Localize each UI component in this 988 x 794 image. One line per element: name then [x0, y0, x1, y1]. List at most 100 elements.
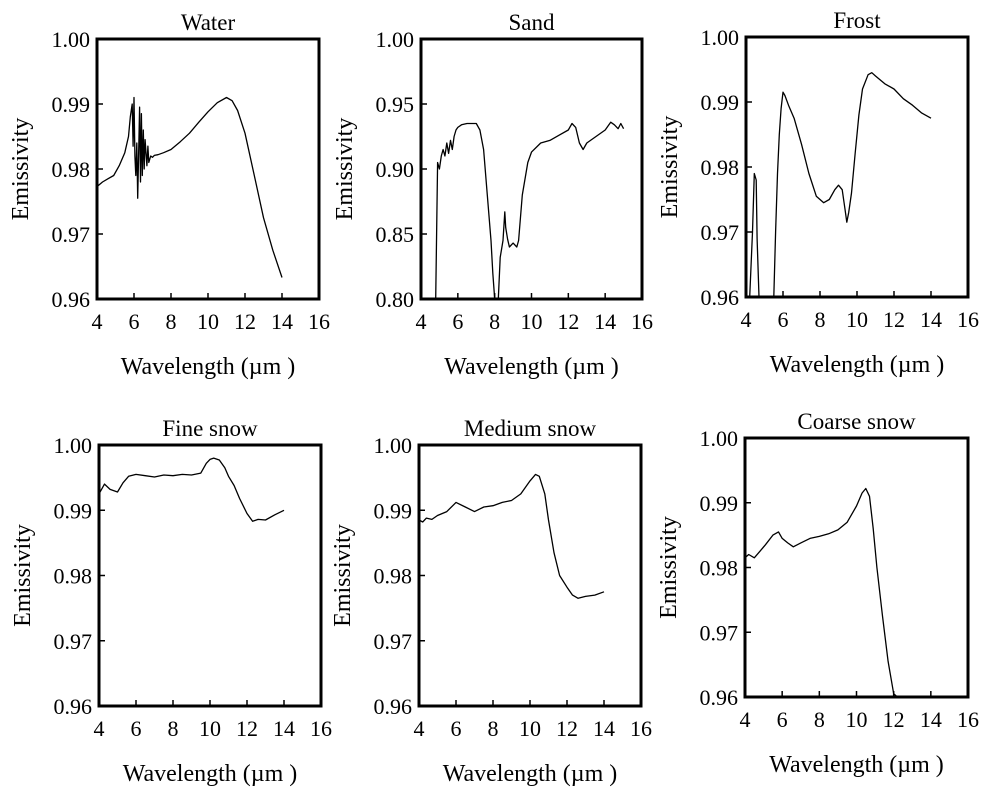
- x-tick-label: 10: [199, 716, 221, 741]
- emissivity-line: [97, 96, 283, 278]
- x-tick-label: 8: [166, 309, 177, 334]
- y-tick-label: 0.96: [701, 285, 740, 310]
- chart-title: Coarse snow: [797, 409, 916, 434]
- x-tick-label: 16: [957, 707, 979, 732]
- y-tick-label: 0.97: [54, 629, 93, 654]
- plot-frame: [419, 37, 644, 301]
- y-tick-label: 0.98: [52, 157, 91, 182]
- chart-title: Water: [181, 10, 236, 35]
- x-tick-label: 12: [236, 716, 258, 741]
- emissivity-line: [435, 121, 625, 299]
- x-tick-label: 8: [489, 309, 500, 334]
- y-axis-label: Emissivity: [330, 524, 356, 627]
- y-tick-label: 0.97: [52, 222, 91, 247]
- y-tick-label: 0.98: [700, 556, 739, 581]
- y-tick-label: 0.95: [376, 92, 415, 117]
- chart-title: Medium snow: [464, 416, 597, 441]
- x-tick-label: 8: [488, 716, 499, 741]
- x-tick-label: 6: [452, 309, 463, 334]
- y-tick-label: 0.96: [52, 287, 91, 312]
- x-axis-label: Wavelength (µm ): [769, 752, 944, 778]
- y-tick-label: 1.00: [376, 27, 415, 52]
- x-tick-label: 10: [521, 309, 543, 334]
- y-tick-label: 0.90: [376, 157, 415, 182]
- x-tick-label: 4: [94, 716, 105, 741]
- y-tick-label: 0.99: [700, 491, 739, 516]
- x-axis-label: Wavelength (µm ): [121, 354, 296, 380]
- x-axis-label: Wavelength (µm ): [444, 354, 619, 380]
- y-tick-label: 0.85: [376, 222, 415, 247]
- x-tick-label: 14: [920, 307, 942, 332]
- y-tick-label: 1.00: [374, 433, 413, 458]
- y-tick-label: 0.99: [52, 92, 91, 117]
- y-tick-label: 0.98: [701, 155, 740, 180]
- plot-frame: [743, 436, 970, 699]
- plot-frame: [97, 443, 323, 708]
- x-tick-label: 6: [131, 716, 142, 741]
- x-tick-label: 16: [631, 309, 653, 334]
- y-tick-label: 0.97: [700, 620, 739, 645]
- emissivity-line: [419, 473, 605, 599]
- x-tick-label: 6: [129, 309, 140, 334]
- y-tick-label: 1.00: [701, 25, 740, 50]
- chart-title: Fine snow: [162, 416, 258, 441]
- x-tick-label: 10: [197, 309, 219, 334]
- x-tick-label: 8: [814, 707, 825, 732]
- x-tick-label: 12: [556, 716, 578, 741]
- x-tick-label: 12: [883, 307, 905, 332]
- x-tick-label: 4: [741, 307, 752, 332]
- chart-title: Frost: [833, 8, 881, 33]
- x-axis-label: Wavelength (µm ): [443, 761, 618, 787]
- y-tick-label: 0.99: [701, 90, 740, 115]
- x-tick-label: 16: [630, 716, 652, 741]
- x-axis-label: Wavelength (µm ): [123, 761, 298, 787]
- emissivity-line: [99, 457, 285, 522]
- x-tick-label: 4: [416, 309, 427, 334]
- y-tick-label: 0.97: [374, 629, 413, 654]
- y-tick-label: 1.00: [54, 433, 93, 458]
- emissivity-line: [745, 487, 898, 697]
- y-tick-label: 0.80: [376, 287, 415, 312]
- x-tick-label: 6: [778, 307, 789, 332]
- y-axis-label: Emissivity: [8, 118, 34, 221]
- x-tick-label: 10: [846, 307, 868, 332]
- x-tick-label: 16: [310, 716, 332, 741]
- y-tick-label: 0.98: [54, 564, 93, 589]
- chart-title: Sand: [509, 10, 556, 35]
- x-tick-label: 10: [519, 716, 541, 741]
- x-tick-label: 4: [92, 309, 103, 334]
- x-tick-label: 14: [593, 716, 615, 741]
- plot-frame: [744, 35, 970, 299]
- x-tick-label: 10: [846, 707, 868, 732]
- emissivity-line: [746, 72, 932, 297]
- x-tick-label: 12: [234, 309, 256, 334]
- y-axis-label: Emissivity: [10, 524, 36, 627]
- y-axis-label: Emissivity: [332, 118, 358, 221]
- y-tick-label: 0.99: [54, 498, 93, 523]
- x-tick-label: 8: [168, 716, 179, 741]
- chart-panel: Medium snow 4 6 8 10 12 14 16 0.96 0.97 0.98 0.99 1.…: [330, 416, 652, 787]
- chart-panel: Sand 4 6 8 10 12 14 16 0.80 0.85 0.90 0.95 1.00 Wavel…: [332, 10, 653, 380]
- x-tick-label: 6: [451, 716, 462, 741]
- y-tick-label: 0.96: [54, 694, 93, 719]
- x-tick-label: 14: [920, 707, 942, 732]
- y-tick-label: 1.00: [52, 27, 91, 52]
- y-tick-label: 1.00: [700, 426, 739, 451]
- chart-panel: Fine snow 4 6 8 10 12 14 16 0.96 0.97 0.98 0.99 1.00…: [10, 416, 332, 787]
- x-tick-label: 8: [815, 307, 826, 332]
- x-tick-label: 4: [740, 707, 751, 732]
- x-tick-label: 6: [777, 707, 788, 732]
- plot-frame: [417, 443, 643, 708]
- plot-frame: [95, 37, 321, 301]
- chart-panel: Coarse snow 4 6 8 10 12 14 16 0.96 0.97 0.98 0.99 1.…: [656, 409, 979, 778]
- y-tick-label: 0.97: [701, 220, 740, 245]
- x-tick-label: 14: [594, 309, 616, 334]
- y-axis-label: Emissivity: [657, 116, 683, 219]
- chart-panel: Frost 4 6 8 10 12 14 16 0.96 0.97 0.98 0.99 1.00 Wave…: [657, 8, 979, 378]
- y-tick-label: 0.98: [374, 564, 413, 589]
- chart-panel: Water 4 6 8 10 12 14 16 0.96 0.97 0.98 0.99 1.00 Wave…: [8, 10, 330, 380]
- x-tick-label: 12: [557, 309, 579, 334]
- x-tick-label: 12: [883, 707, 905, 732]
- y-tick-label: 0.96: [374, 694, 413, 719]
- y-tick-label: 0.96: [700, 685, 739, 710]
